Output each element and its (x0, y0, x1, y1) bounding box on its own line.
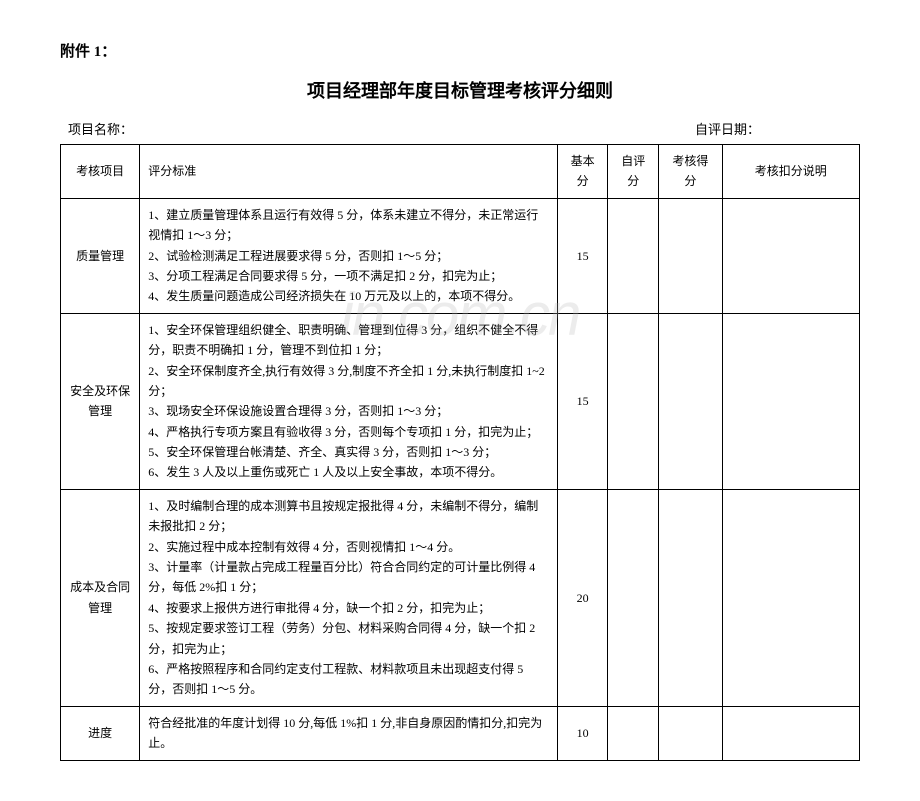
scoring-table: 考核项目 评分标准 基本分 自评分 考核得分 考核扣分说明 质量管理 1、建立质… (60, 144, 860, 761)
cell-deduction (722, 313, 859, 489)
cell-category: 安全及环保管理 (61, 313, 140, 489)
table-header-row: 考核项目 评分标准 基本分 自评分 考核得分 考核扣分说明 (61, 145, 860, 199)
main-title: 项目经理部年度目标管理考核评分细则 (60, 77, 860, 103)
self-eval-date-label: 自评日期： (695, 119, 860, 138)
cell-deduction (722, 198, 859, 313)
table-row: 质量管理 1、建立质量管理体系且运行有效得 5 分，体系未建立不得分，未正常运行… (61, 198, 860, 313)
table-row: 进度 符合经批准的年度计划得 10 分,每低 1%扣 1 分,非自身原因酌情扣分… (61, 706, 860, 760)
cell-category: 进度 (61, 706, 140, 760)
header-row: 项目名称： 自评日期： (60, 119, 860, 138)
cell-assessscore (659, 313, 722, 489)
col-header-selfscore: 自评分 (608, 145, 659, 199)
cell-criteria: 1、建立质量管理体系且运行有效得 5 分，体系未建立不得分，未正常运行视情扣 1… (140, 198, 557, 313)
cell-criteria: 符合经批准的年度计划得 10 分,每低 1%扣 1 分,非自身原因酌情扣分,扣完… (140, 706, 557, 760)
col-header-assessscore: 考核得分 (659, 145, 722, 199)
cell-selfscore (608, 313, 659, 489)
cell-basescore: 10 (557, 706, 608, 760)
cell-category: 质量管理 (61, 198, 140, 313)
cell-selfscore (608, 198, 659, 313)
col-header-basescore: 基本分 (557, 145, 608, 199)
cell-selfscore (608, 706, 659, 760)
table-row: 安全及环保管理 1、安全环保管理组织健全、职责明确、管理到位得 3 分，组织不健… (61, 313, 860, 489)
cell-criteria: 1、及时编制合理的成本测算书且按规定报批得 4 分，未编制不得分，编制未报批扣 … (140, 489, 557, 706)
project-name-label: 项目名称： (60, 119, 133, 138)
cell-assessscore (659, 198, 722, 313)
attachment-label: 附件 1： (60, 40, 860, 61)
col-header-criteria: 评分标准 (140, 145, 557, 199)
cell-deduction (722, 706, 859, 760)
cell-criteria: 1、安全环保管理组织健全、职责明确、管理到位得 3 分，组织不健全不得分，职责不… (140, 313, 557, 489)
cell-basescore: 15 (557, 313, 608, 489)
cell-assessscore (659, 489, 722, 706)
cell-basescore: 20 (557, 489, 608, 706)
cell-basescore: 15 (557, 198, 608, 313)
col-header-deduction: 考核扣分说明 (722, 145, 859, 199)
cell-category: 成本及合同管理 (61, 489, 140, 706)
cell-selfscore (608, 489, 659, 706)
cell-assessscore (659, 706, 722, 760)
col-header-category: 考核项目 (61, 145, 140, 199)
cell-deduction (722, 489, 859, 706)
table-row: 成本及合同管理 1、及时编制合理的成本测算书且按规定报批得 4 分，未编制不得分… (61, 489, 860, 706)
